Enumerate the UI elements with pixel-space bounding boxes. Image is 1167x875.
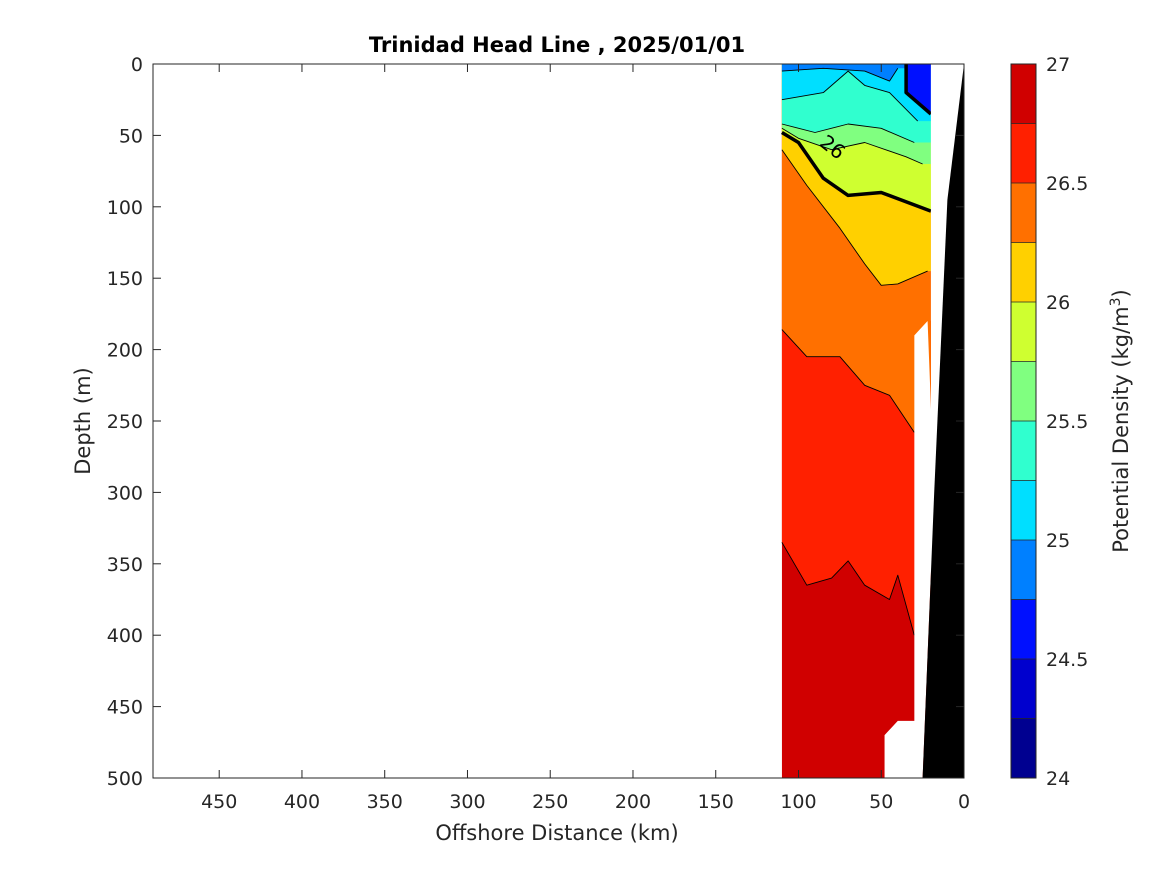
y-tick-label: 350: [107, 554, 143, 576]
colorbar-tick-label: 25: [1046, 530, 1070, 552]
x-tick-label: 250: [532, 791, 568, 813]
x-tick-label: 0: [958, 791, 970, 813]
colorbar-label: Potential Density (kg/m3): [1108, 289, 1133, 553]
colorbar-label-unit: (kg/m: [1109, 306, 1133, 367]
density-band-fill: [781, 64, 931, 114]
y-tick-label: 0: [131, 54, 143, 76]
y-tick-label: 150: [107, 268, 143, 290]
contour-line: [781, 542, 915, 636]
no-data-gap: [884, 321, 935, 778]
colorbar-label-exponent: 3: [1108, 297, 1124, 306]
y-tick-label: 100: [107, 197, 143, 219]
y-tick-label: 200: [107, 340, 143, 362]
colorbar-swatch: [1011, 242, 1036, 302]
colorbar-tick-label: 27: [1046, 54, 1070, 76]
y-axis-label: Depth (m): [71, 367, 95, 474]
y-tick-label: 500: [107, 768, 143, 790]
colorbar: 24 24.5 25 25.5 26 26.5 27: [1010, 54, 1088, 790]
contour-line: [781, 329, 915, 433]
colorbar-swatch: [1011, 123, 1036, 183]
contour-line: [781, 127, 923, 165]
x-axis-label: Offshore Distance (km): [435, 821, 678, 845]
no-data-gap: [930, 64, 964, 322]
colorbar-label-unit-close: ): [1109, 289, 1133, 297]
colorbar-frame: [1010, 63, 1037, 779]
x-tick-label: 300: [449, 791, 485, 813]
colorbar-label-text: Potential Density: [1109, 374, 1133, 553]
y-tick-label: 400: [107, 625, 143, 647]
contour-line: [781, 70, 919, 122]
colorbar-swatch: [1011, 599, 1036, 659]
y-tick-label: 450: [107, 697, 143, 719]
colorbar-swatch: [1011, 421, 1036, 481]
x-tick-label: 350: [367, 791, 403, 813]
contour-line: [781, 123, 915, 143]
contour-line: [780, 131, 932, 213]
colorbar-swatch: [1011, 718, 1036, 778]
x-tick-label: 150: [698, 791, 734, 813]
x-tick-label: 100: [780, 791, 816, 813]
contour-line: [904, 64, 933, 116]
x-tick-label: 400: [284, 791, 320, 813]
seafloor-bathymetry: [922, 64, 964, 778]
contour-line: [781, 149, 928, 286]
colorbar-swatch: [1011, 64, 1036, 124]
y-tick-label: 250: [107, 411, 143, 433]
colorbar-swatch: [1011, 540, 1036, 600]
colorbar-swatch: [1011, 302, 1036, 362]
colorbar-swatch: [1011, 183, 1036, 243]
x-tick-label: 200: [615, 791, 651, 813]
colorbar-tick-label: 26.5: [1046, 173, 1088, 195]
colorbar-swatch: [1011, 480, 1036, 540]
x-tick-label: 50: [869, 791, 893, 813]
chart-title: Trinidad Head Line , 2025/01/01: [369, 33, 745, 57]
x-tick-label: 450: [201, 791, 237, 813]
colorbar-tick-label: 26: [1046, 292, 1070, 314]
colorbar-tick-label: 24.5: [1046, 649, 1088, 671]
density-band-fill: [781, 64, 931, 122]
colorbar-tick-label: 25.5: [1046, 411, 1088, 433]
colorbar-swatch: [1011, 659, 1036, 719]
contour-line: [781, 67, 899, 82]
colorbar-swatch: [1011, 361, 1036, 421]
colorbar-tick-label: 24: [1046, 768, 1070, 790]
y-tick-label: 300: [107, 482, 143, 504]
y-tick-label: 50: [119, 125, 143, 147]
